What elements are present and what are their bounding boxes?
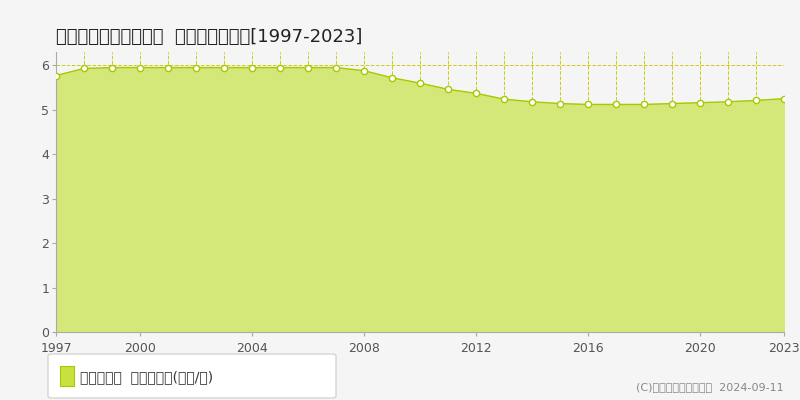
Text: (C)土地価格ドットコム  2024-09-11: (C)土地価格ドットコム 2024-09-11 xyxy=(636,382,784,392)
Text: 東臼杵郡門川町庵川西  基準地価格推移[1997-2023]: 東臼杵郡門川町庵川西 基準地価格推移[1997-2023] xyxy=(56,28,362,46)
Text: 基準地価格  平均坪単価(万円/坪): 基準地価格 平均坪単価(万円/坪) xyxy=(80,370,213,384)
